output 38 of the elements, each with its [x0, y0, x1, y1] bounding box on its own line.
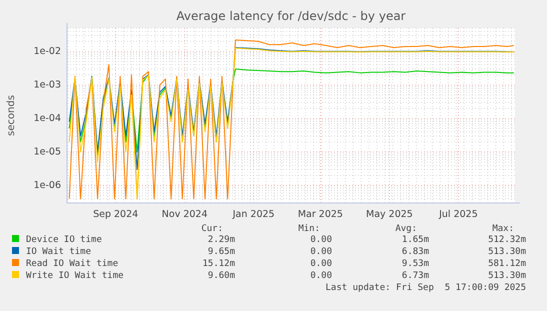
x-tick-label: Sep 2024: [93, 209, 138, 220]
text: 513.30m: [488, 271, 526, 281]
text: 9.60m: [208, 271, 235, 281]
x-tick-label: May 2025: [366, 209, 413, 220]
text: Last update: Fri Sep 5 17:00:09 2025: [326, 283, 526, 293]
legend-label: Device IO time: [26, 235, 102, 245]
x-tick-label: Jul 2025: [438, 209, 478, 220]
text: 0.00: [310, 259, 332, 269]
text: 6.83m: [402, 247, 429, 257]
text: 9.53m: [402, 259, 429, 269]
text: Avg:: [395, 224, 417, 234]
text: Cur:: [201, 224, 223, 234]
text: Max:: [492, 224, 514, 234]
text: 512.32m: [488, 235, 526, 245]
legend-label: Write IO Wait time: [26, 271, 124, 281]
chart-title: Average latency for /dev/sdc - by year: [176, 9, 406, 23]
y-tick-label: 1e-03: [34, 79, 61, 90]
y-axis-title: seconds: [6, 95, 17, 136]
text: 581.12m: [488, 259, 526, 269]
text: 2.29m: [208, 235, 235, 245]
text: 6.73m: [402, 271, 429, 281]
x-tick-label: Mar 2025: [298, 209, 343, 220]
x-tick-label: Jan 2025: [232, 209, 275, 220]
legend-label: IO Wait time: [26, 247, 92, 257]
legend-label: Read IO Wait time: [26, 259, 118, 269]
y-tick-label: 1e-02: [34, 46, 61, 57]
text: 513.30m: [488, 247, 526, 257]
text: 15.12m: [202, 259, 235, 269]
text: 1.65m: [402, 235, 429, 245]
text: 9.65m: [208, 247, 235, 257]
y-tick-label: 1e-04: [34, 112, 61, 124]
y-tick-label: 1e-05: [34, 146, 61, 158]
text: 0.00: [310, 235, 332, 245]
y-tick-label: 1e-06: [34, 180, 61, 191]
text: Min:: [298, 224, 320, 234]
text: 0.00: [310, 271, 332, 281]
x-tick-label: Nov 2024: [162, 209, 208, 220]
text: 0.00: [310, 247, 332, 257]
